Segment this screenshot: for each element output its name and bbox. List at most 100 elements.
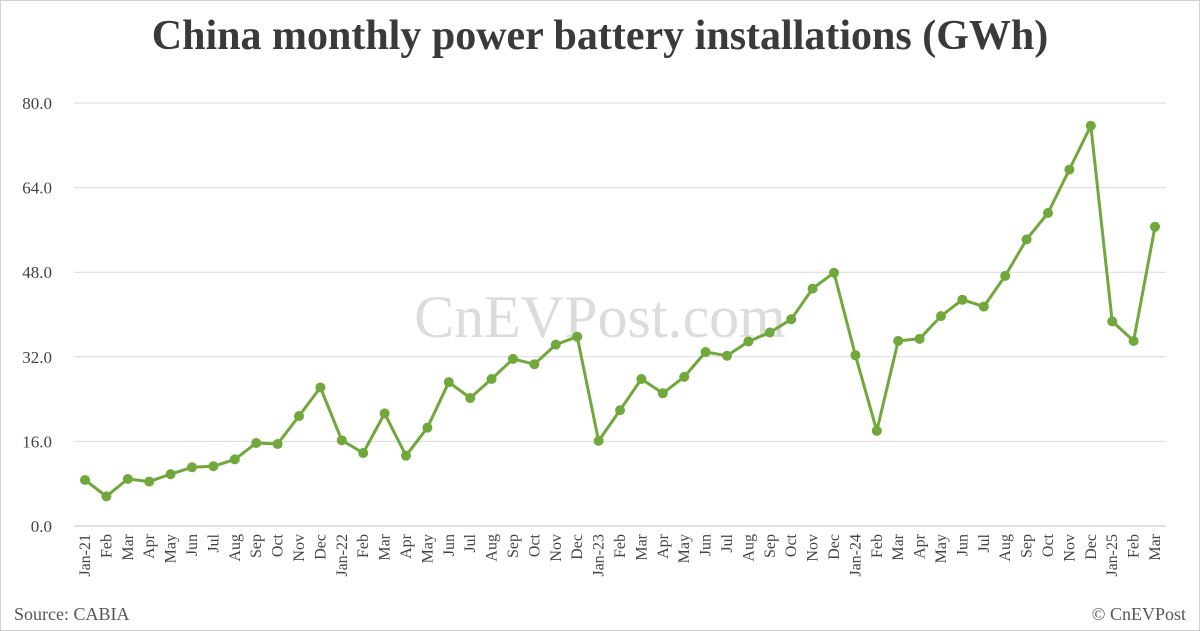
- x-tick-label: May: [933, 534, 950, 563]
- data-point: [122, 473, 133, 484]
- data-point: [251, 437, 262, 448]
- x-tick-label: Dec: [312, 534, 329, 560]
- data-point: [486, 374, 497, 385]
- x-tick-label: Feb: [869, 534, 886, 558]
- x-tick-label: May: [163, 534, 180, 563]
- data-point: [1085, 120, 1096, 131]
- data-point: [550, 339, 561, 350]
- x-tick-label: Nov: [805, 534, 822, 562]
- x-tick-label: Sep: [248, 534, 265, 558]
- x-tick-label: Sep: [505, 534, 522, 558]
- gridlines: [74, 102, 1166, 527]
- x-axis-ticks: Jan-21 Feb Mar Apr May Jun Jul Aug Sep Oct Nov Dec J…: [77, 533, 1164, 576]
- x-tick-label: Jan-22: [334, 534, 351, 577]
- x-tick-label: Jun: [184, 534, 201, 556]
- data-point: [165, 469, 176, 480]
- data-point: [829, 267, 839, 278]
- x-tick-label: Feb: [612, 534, 629, 558]
- data-point: [1107, 316, 1118, 327]
- data-point: [871, 425, 882, 436]
- data-point: [936, 311, 946, 322]
- data-point: [465, 393, 476, 404]
- data-point: [358, 448, 369, 459]
- x-tick-label: Jun: [954, 534, 971, 556]
- x-tick-label: Jan-21: [77, 534, 94, 577]
- data-point: [508, 353, 518, 364]
- data-point: [422, 422, 433, 433]
- x-tick-label: Oct: [270, 533, 287, 557]
- data-point: [1064, 164, 1075, 175]
- x-tick-label: Feb: [1126, 534, 1143, 558]
- data-point: [593, 435, 604, 446]
- x-tick-label: May: [419, 534, 436, 563]
- x-tick-label: Jan-23: [591, 534, 608, 577]
- x-tick-label: Dec: [569, 534, 586, 560]
- data-point: [807, 283, 818, 294]
- data-point: [1043, 207, 1053, 218]
- x-tick-label: Jul: [976, 533, 993, 552]
- x-tick-label: Feb: [355, 534, 372, 558]
- data-point: [1128, 335, 1139, 346]
- x-tick-label: Jul: [719, 533, 736, 552]
- y-tick-label: 0.0: [31, 517, 52, 536]
- x-tick-label: Mar: [120, 533, 137, 560]
- x-tick-label: May: [676, 534, 693, 563]
- x-tick-label: Jun: [441, 534, 458, 556]
- x-tick-label: Nov: [291, 534, 308, 562]
- copyright-label: © CnEVPost: [1091, 604, 1186, 624]
- data-point: [636, 374, 647, 385]
- x-tick-label: Mar: [1147, 533, 1164, 560]
- data-point: [315, 382, 326, 393]
- x-tick-label: Jan-24: [847, 534, 864, 577]
- data-point: [657, 388, 668, 399]
- x-tick-label: Jul: [205, 533, 222, 552]
- x-tick-label: Mar: [377, 533, 394, 560]
- y-tick-label: 80.0: [22, 94, 52, 113]
- data-point: [336, 435, 347, 446]
- data-point: [401, 450, 411, 461]
- data-point: [722, 350, 732, 361]
- data-points: [80, 120, 1160, 502]
- data-point: [914, 333, 925, 344]
- y-tick-label: 48.0: [22, 263, 52, 282]
- x-tick-label: Feb: [98, 534, 115, 558]
- data-point: [187, 462, 197, 473]
- x-tick-label: Aug: [740, 534, 757, 562]
- data-point: [379, 408, 390, 419]
- x-tick-label: Apr: [398, 533, 415, 559]
- data-point: [208, 461, 219, 472]
- x-tick-label: Dec: [826, 534, 843, 560]
- data-point: [978, 301, 989, 312]
- x-tick-label: Sep: [762, 534, 779, 558]
- source-label: Source: CABIA: [14, 604, 130, 624]
- x-tick-label: Nov: [1061, 534, 1078, 562]
- data-point: [529, 359, 540, 370]
- data-point: [144, 476, 155, 487]
- x-tick-label: Oct: [783, 533, 800, 557]
- data-point: [786, 314, 797, 325]
- x-tick-label: Oct: [1040, 533, 1057, 557]
- x-tick-label: Aug: [227, 534, 244, 562]
- y-axis-ticks: 0.0 16.0 32.0 48.0 64.0 80.0: [22, 94, 52, 536]
- data-point: [743, 336, 754, 347]
- x-tick-label: Aug: [484, 534, 501, 562]
- x-tick-label: Mar: [890, 533, 907, 560]
- watermark: CnEVPost.com: [414, 284, 786, 350]
- x-tick-label: Aug: [997, 534, 1014, 562]
- y-tick-label: 16.0: [22, 432, 52, 451]
- x-tick-label: Jan-25: [1104, 534, 1121, 577]
- x-tick-label: Dec: [1083, 534, 1100, 560]
- data-point: [572, 331, 583, 342]
- data-point: [80, 474, 90, 485]
- data-point: [443, 377, 454, 388]
- data-point: [1000, 270, 1011, 281]
- x-tick-label: Jul: [462, 533, 479, 552]
- data-point: [615, 405, 625, 416]
- x-tick-label: Mar: [633, 533, 650, 560]
- x-tick-label: Oct: [526, 533, 543, 557]
- data-point: [700, 347, 711, 358]
- data-point: [957, 294, 968, 305]
- y-tick-label: 32.0: [22, 348, 52, 367]
- data-point: [850, 350, 861, 361]
